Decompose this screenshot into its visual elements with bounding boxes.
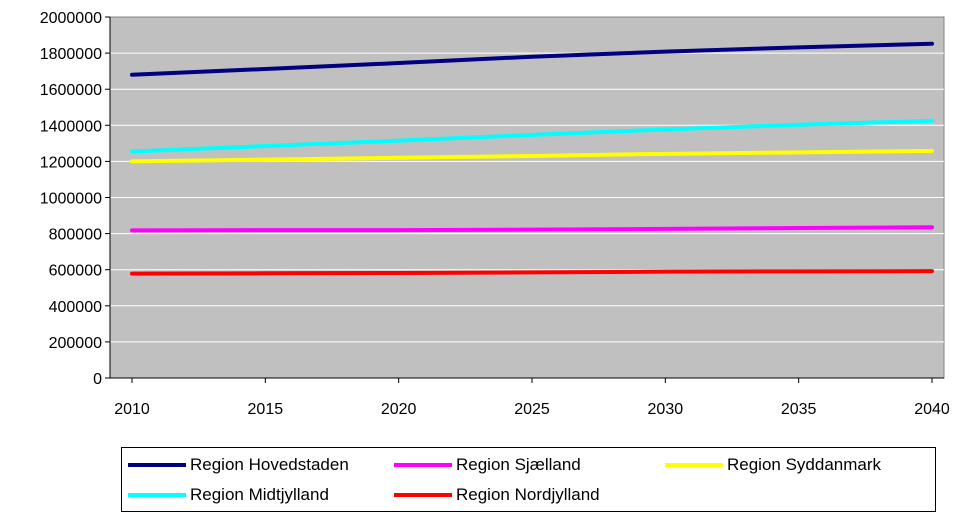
legend-label-syddanmark: Region Syddanmark [727,455,882,474]
y-tick-label: 1600000 [40,82,102,99]
y-tick-label: 400000 [49,299,102,316]
line-chart: 0 200000 400000 600000 800000 1000000 1200000 1… [40,10,950,418]
legend-swatch-syddanmark [665,463,723,467]
legend-label-sjaelland: Region Sjælland [456,455,581,474]
y-tick-label: 1800000 [40,46,102,63]
y-tick-label: 800000 [49,227,102,244]
y-tick-label: 1200000 [40,154,102,171]
y-tick-label: 1400000 [40,118,102,135]
x-tick-label: 2025 [514,401,550,418]
legend-item-hovedstaden: Region Hovedstaden [128,454,349,476]
legend-label-midtjylland: Region Midtjylland [190,485,329,504]
legend: Region Hovedstaden Region Sjælland Regio… [121,447,936,512]
x-tick-label: 2035 [781,401,817,418]
x-tick-label: 2010 [114,401,150,418]
legend-swatch-nordjylland [394,493,452,497]
legend-label-hovedstaden: Region Hovedstaden [190,455,349,474]
y-tick-label: 200000 [49,335,102,352]
x-tick-label: 2020 [381,401,417,418]
x-axis: 2010 2015 2020 2025 2030 2035 2040 [110,377,950,418]
legend-swatch-hovedstaden [128,463,186,467]
y-tick-label: 600000 [49,263,102,280]
series-line-0 [130,41,934,77]
legend-swatch-sjaelland [394,463,452,467]
legend-item-nordjylland: Region Nordjylland [394,484,600,506]
x-tick-label: 2040 [914,401,950,418]
series-line-3 [130,118,934,154]
y-axis: 0 200000 400000 600000 800000 1000000 1200000 1… [40,10,111,388]
legend-label-nordjylland: Region Nordjylland [456,485,600,504]
y-tick-label: 1000000 [40,191,102,208]
x-tick-label: 2015 [248,401,284,418]
legend-swatch-midtjylland [128,493,186,497]
legend-item-syddanmark: Region Syddanmark [665,454,881,476]
series-line-4 [130,269,934,276]
series-line-1 [130,225,934,233]
legend-item-sjaelland: Region Sjælland [394,454,581,476]
y-tick-label: 2000000 [40,10,102,27]
x-tick-label: 2030 [648,401,684,418]
y-tick-label: 0 [93,371,102,388]
series-lines [130,41,934,276]
legend-item-midtjylland: Region Midtjylland [128,484,329,506]
series-line-2 [130,148,934,164]
